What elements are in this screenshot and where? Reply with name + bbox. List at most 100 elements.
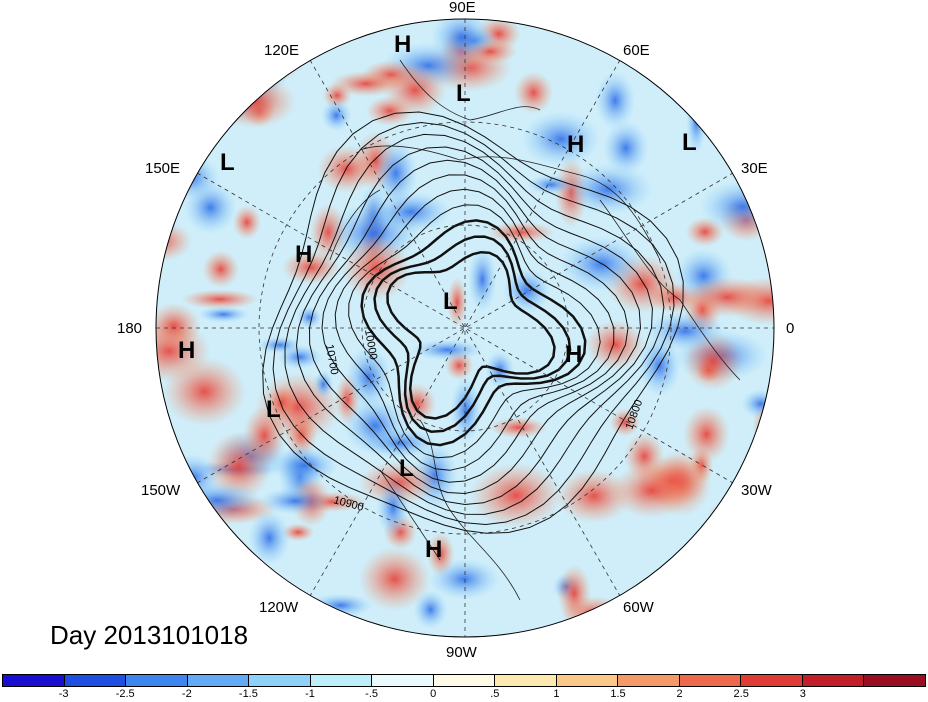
colorbar-tick-label: 1.5 [610,688,626,700]
colorbar-tick-label: -1.5 [238,688,258,700]
anomaly-blob [296,305,322,329]
colorbar-tick-label: -2 [181,688,192,700]
anomaly-blob [747,19,774,49]
anomaly-blob [469,462,563,529]
anomaly-blob [682,405,731,464]
anomaly-blob [156,302,201,350]
anomaly-blob [203,72,225,131]
anomaly-blob [185,72,235,141]
high-pressure-label: H [567,131,584,158]
anomaly-blob [489,416,548,439]
high-pressure-label: H [425,536,442,563]
anomaly-blob [467,246,497,313]
date-label: Day 2013101018 [50,620,249,650]
height-contour [295,146,653,506]
anomaly-blob [156,220,193,262]
anomaly-blob [711,562,774,621]
low-pressure-label: L [456,80,471,107]
anomaly-blob [343,396,408,455]
anomaly-blob [609,408,641,437]
longitude-label-120e: 120E [264,42,300,59]
anomaly-blob [684,276,771,318]
low-pressure-label: L [682,129,697,156]
anomaly-blob [202,250,240,289]
high-pressure-label: H [394,31,411,58]
anomaly-blob [345,345,392,410]
colorbar-segment [495,675,557,686]
colorbar-segment [556,675,619,686]
colorbar-segment [679,675,742,686]
colorbar-tick-label: .5 [490,688,500,700]
longitude-label-120w: 120W [259,599,299,616]
colorbar-tick-label: -3 [58,688,69,700]
anomaly-blob [573,19,613,39]
anomaly-blob [411,339,484,361]
low-pressure-label: L [443,288,458,315]
colorbar-segment [64,675,127,686]
colorbar-segment [126,675,188,686]
anomaly-blob [513,71,554,114]
contour-label-10700: 10700 [323,343,340,375]
anomaly-blob [741,389,774,419]
anomaly-blob [549,19,572,37]
colorbar-segment [802,675,865,686]
colorbar-tick-label: 1 [553,688,560,700]
anomaly-blob [156,77,188,122]
anomaly-blob [602,120,650,176]
anomaly-blob [520,111,601,167]
anomaly-blob [382,64,448,117]
anomaly-blob [611,463,692,519]
anomaly-blob [162,356,247,427]
high-pressure-label: H [295,241,312,268]
anomaly-blob [243,405,286,466]
anomaly-blob [376,477,410,538]
anomaly-blob [714,504,767,526]
longitude-label-90e: 90E [449,0,476,16]
anomaly-blob [317,145,377,193]
longitude-label-30w: 30W [741,482,772,499]
colorbar-segment [864,675,925,686]
anomaly-blob [594,70,636,130]
low-pressure-label: L [266,396,281,423]
colorbar-segment [187,675,250,686]
longitude-label-30e: 30E [741,160,768,177]
colorbar-tick-label: 2.5 [733,688,749,700]
anomaly-blob [644,311,726,351]
anomaly-blob [557,564,592,623]
anomaly-blob [341,236,412,302]
anomaly-blob [486,221,555,243]
colorbar-segment [3,675,65,686]
anomaly-blob [313,369,334,399]
longitude-label-180: 180 [117,320,143,337]
anomaly-blob [156,182,180,246]
anomaly-blob [430,19,494,65]
anomaly-blob [257,336,302,354]
anomaly-blob [374,139,418,208]
anomaly-blob [232,205,262,240]
anomaly-blob [186,21,238,76]
anomaly-blob [258,487,332,515]
colorbar-tick-label: 0 [430,688,437,700]
colorbar-tick-label: 3 [799,688,806,700]
map-border [155,18,775,638]
colorbar-segment [618,675,680,686]
anomaly-blob [172,481,263,520]
anomaly-blob [181,289,259,310]
colorbar [2,674,926,687]
anomaly-blob [426,532,455,576]
anomaly-blob [190,44,225,78]
anomaly-blob [304,19,359,48]
colorbar-segment [372,675,434,686]
low-pressure-label: L [399,455,414,482]
colorbar-ticks: -3 -2.5 -2 -1.5 -1 -.5 0 .5 1 1.5 2 2.5 3 [2,688,926,702]
anomaly-blob [307,593,374,618]
high-pressure-label: H [565,341,582,368]
anomaly-blob [224,19,292,30]
anomaly-blob [715,63,763,85]
anomaly-blob [555,468,632,524]
anomaly-blob [707,498,774,528]
longitude-label-90w: 90W [446,644,477,661]
longitude-label-60e: 60E [623,42,650,59]
anomaly-blob [707,100,743,145]
